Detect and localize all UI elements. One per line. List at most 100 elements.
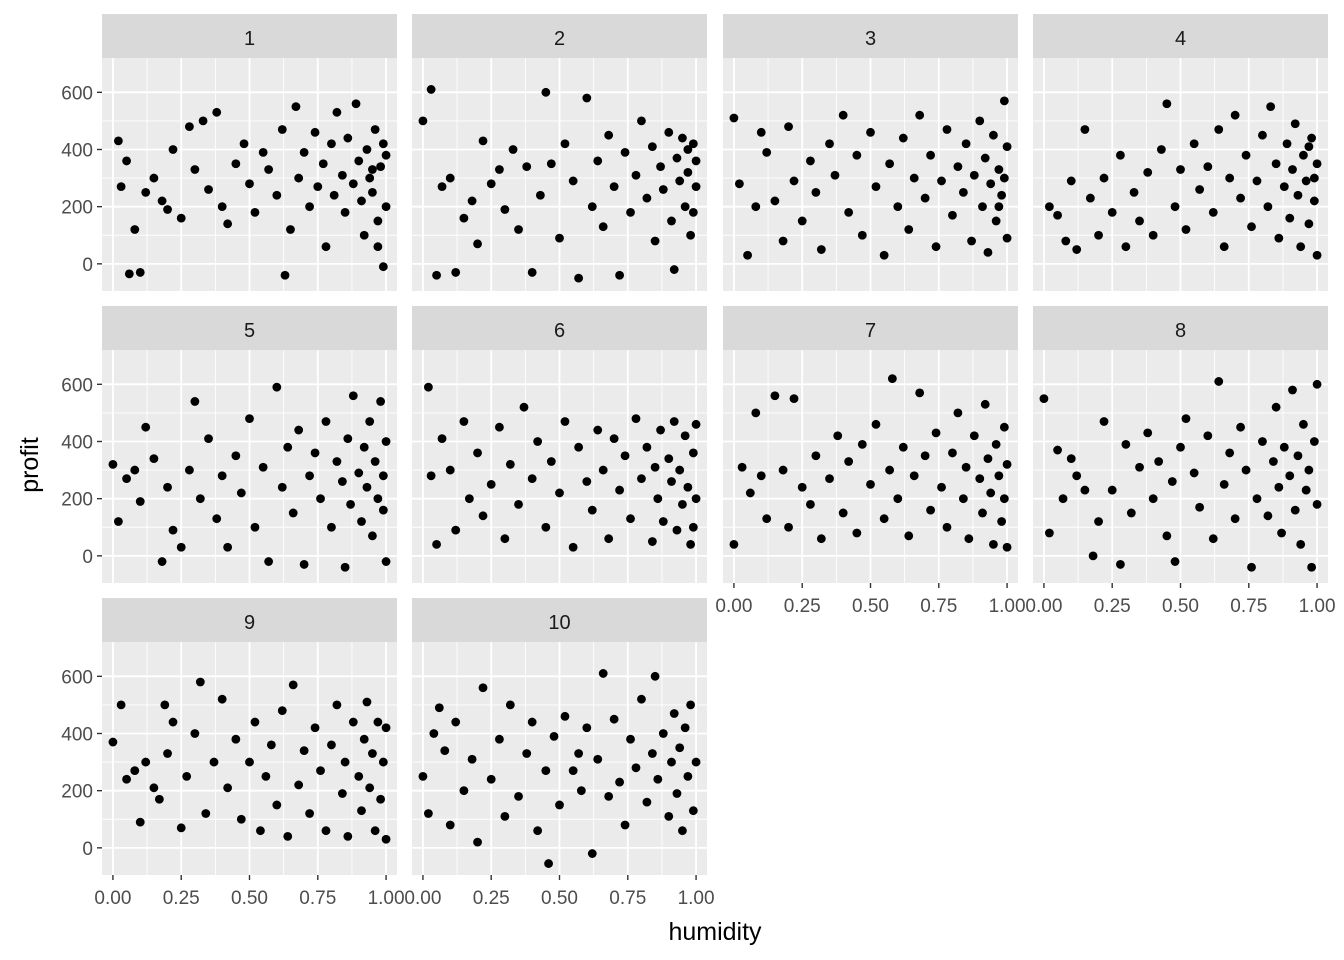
- x-tick-label: 0.00: [404, 888, 441, 909]
- x-tick-label: 0.75: [609, 888, 646, 909]
- data-point: [486, 179, 496, 189]
- data-point: [784, 122, 793, 132]
- data-point: [975, 474, 985, 484]
- data-point: [426, 471, 436, 481]
- facet-strip: [102, 14, 397, 58]
- data-point: [1271, 159, 1281, 169]
- data-point: [926, 150, 935, 160]
- data-point: [378, 505, 388, 515]
- data-point: [680, 431, 690, 441]
- x-tick-label: 0.50: [541, 888, 578, 909]
- data-point: [1219, 479, 1229, 489]
- x-tick-label: 1.00: [678, 888, 715, 909]
- data-point: [961, 139, 971, 149]
- data-point: [116, 700, 126, 710]
- data-point: [266, 740, 276, 750]
- data-point: [250, 717, 260, 727]
- data-point: [555, 233, 564, 243]
- data-point: [217, 471, 227, 481]
- x-tick-label: 0.00: [94, 888, 131, 909]
- data-point: [961, 462, 971, 472]
- data-point: [332, 457, 342, 466]
- data-point: [672, 789, 682, 798]
- data-point: [1277, 528, 1286, 538]
- data-point: [604, 791, 614, 801]
- data-point: [664, 454, 674, 464]
- data-point: [368, 165, 377, 174]
- data-point: [885, 159, 895, 169]
- data-point: [157, 557, 167, 566]
- data-point: [256, 826, 265, 836]
- data-point: [1290, 119, 1300, 129]
- data-point: [653, 774, 663, 784]
- data-point: [1299, 419, 1308, 429]
- data-point: [994, 165, 1004, 174]
- data-point: [381, 202, 391, 212]
- data-point: [277, 125, 287, 134]
- data-point: [373, 216, 383, 226]
- data-point: [967, 236, 976, 246]
- data-point: [368, 531, 377, 541]
- data-point: [354, 156, 364, 166]
- data-point: [486, 479, 496, 489]
- data-point: [429, 729, 439, 738]
- data-point: [1296, 540, 1306, 549]
- data-point: [1258, 130, 1267, 140]
- data-point: [626, 514, 635, 524]
- data-point: [299, 746, 309, 756]
- data-point: [434, 703, 444, 713]
- data-point: [762, 514, 772, 524]
- data-point: [1288, 165, 1297, 174]
- data-point: [1279, 442, 1289, 452]
- data-point: [1080, 485, 1090, 495]
- data-point: [370, 125, 380, 134]
- data-point: [337, 170, 347, 180]
- data-point: [986, 488, 996, 498]
- data-point: [598, 669, 608, 678]
- data-point: [969, 170, 979, 180]
- data-point: [1274, 482, 1284, 492]
- data-point: [1304, 465, 1314, 475]
- data-point: [357, 196, 366, 206]
- data-point: [141, 187, 151, 197]
- data-point: [362, 697, 372, 707]
- data-point: [830, 170, 840, 180]
- data-point: [451, 268, 461, 277]
- data-point: [423, 809, 433, 818]
- data-point: [318, 159, 328, 169]
- data-point: [1181, 225, 1191, 234]
- data-point: [337, 477, 347, 486]
- data-points: [108, 382, 391, 572]
- data-point: [691, 182, 701, 192]
- data-point: [680, 723, 690, 733]
- data-point: [626, 734, 635, 744]
- data-point: [969, 431, 979, 441]
- gridlines: [1033, 350, 1328, 583]
- data-point: [141, 422, 151, 432]
- data-point: [223, 783, 233, 793]
- data-point: [135, 497, 145, 506]
- data-point: [669, 709, 679, 718]
- data-point: [871, 419, 881, 429]
- data-point: [294, 780, 304, 790]
- x-tick-label: 0.75: [920, 596, 957, 617]
- data-point: [149, 454, 159, 464]
- data-point: [1307, 133, 1317, 143]
- data-point: [478, 683, 488, 693]
- data-point: [560, 711, 570, 721]
- facet-strip-label: 1: [244, 28, 255, 50]
- data-point: [691, 419, 701, 429]
- gridlines: [723, 350, 1018, 583]
- data-point: [381, 723, 391, 733]
- data-point: [108, 737, 118, 747]
- data-point: [909, 173, 919, 183]
- data-points: [729, 374, 1012, 552]
- data-point: [473, 837, 482, 847]
- data-point: [1309, 196, 1319, 206]
- data-point: [675, 176, 685, 186]
- data-point: [359, 442, 369, 452]
- data-point: [948, 448, 957, 458]
- data-point: [729, 540, 739, 549]
- y-axis-label: profit: [16, 437, 44, 493]
